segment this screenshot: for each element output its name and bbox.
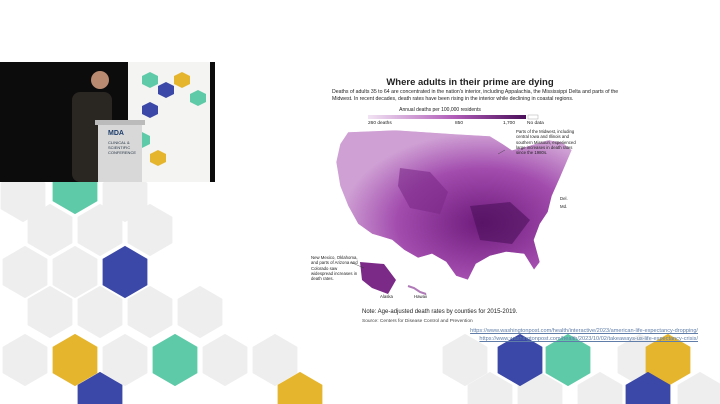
note: Note: Age-adjusted death rates by counti… — [362, 309, 518, 315]
slide-subtitle: Deaths of adults 35 to 64 are concentrat… — [332, 89, 619, 102]
legend-title: Annual deaths per 100,000 residents — [399, 107, 481, 113]
legend-label: 260 deaths — [368, 121, 392, 126]
legend-no-data — [527, 114, 539, 120]
podium-text: CLINICAL & SCIENTIFIC CONFERENCE — [108, 140, 137, 155]
source: Source: Centers for Disease Control and … — [362, 319, 473, 324]
annotation: Parts of the Midwest, including central … — [516, 129, 576, 156]
link[interactable]: https://www.washingtonpost.com/health/in… — [470, 328, 698, 334]
map-label: Del. — [560, 196, 568, 201]
us-map — [335, 114, 573, 295]
legend-label: No data — [527, 121, 544, 126]
annotation: New Mexico, Oklahoma, and parts of Arizo… — [311, 255, 358, 282]
map-label: Hawaii — [414, 294, 427, 299]
podium-logo: MDA — [108, 130, 124, 137]
link[interactable]: https://www.washingtonpost.com/health/20… — [479, 336, 698, 342]
legend-scale — [368, 115, 526, 119]
map-label: Md. — [560, 204, 568, 209]
legend-label: 1,700 — [503, 121, 516, 126]
legend-label: 850 — [455, 121, 464, 126]
map-label: Alaska — [380, 294, 393, 299]
speaker-video — [0, 62, 215, 182]
slide-title: Where adults in their prime are dying — [386, 77, 554, 88]
